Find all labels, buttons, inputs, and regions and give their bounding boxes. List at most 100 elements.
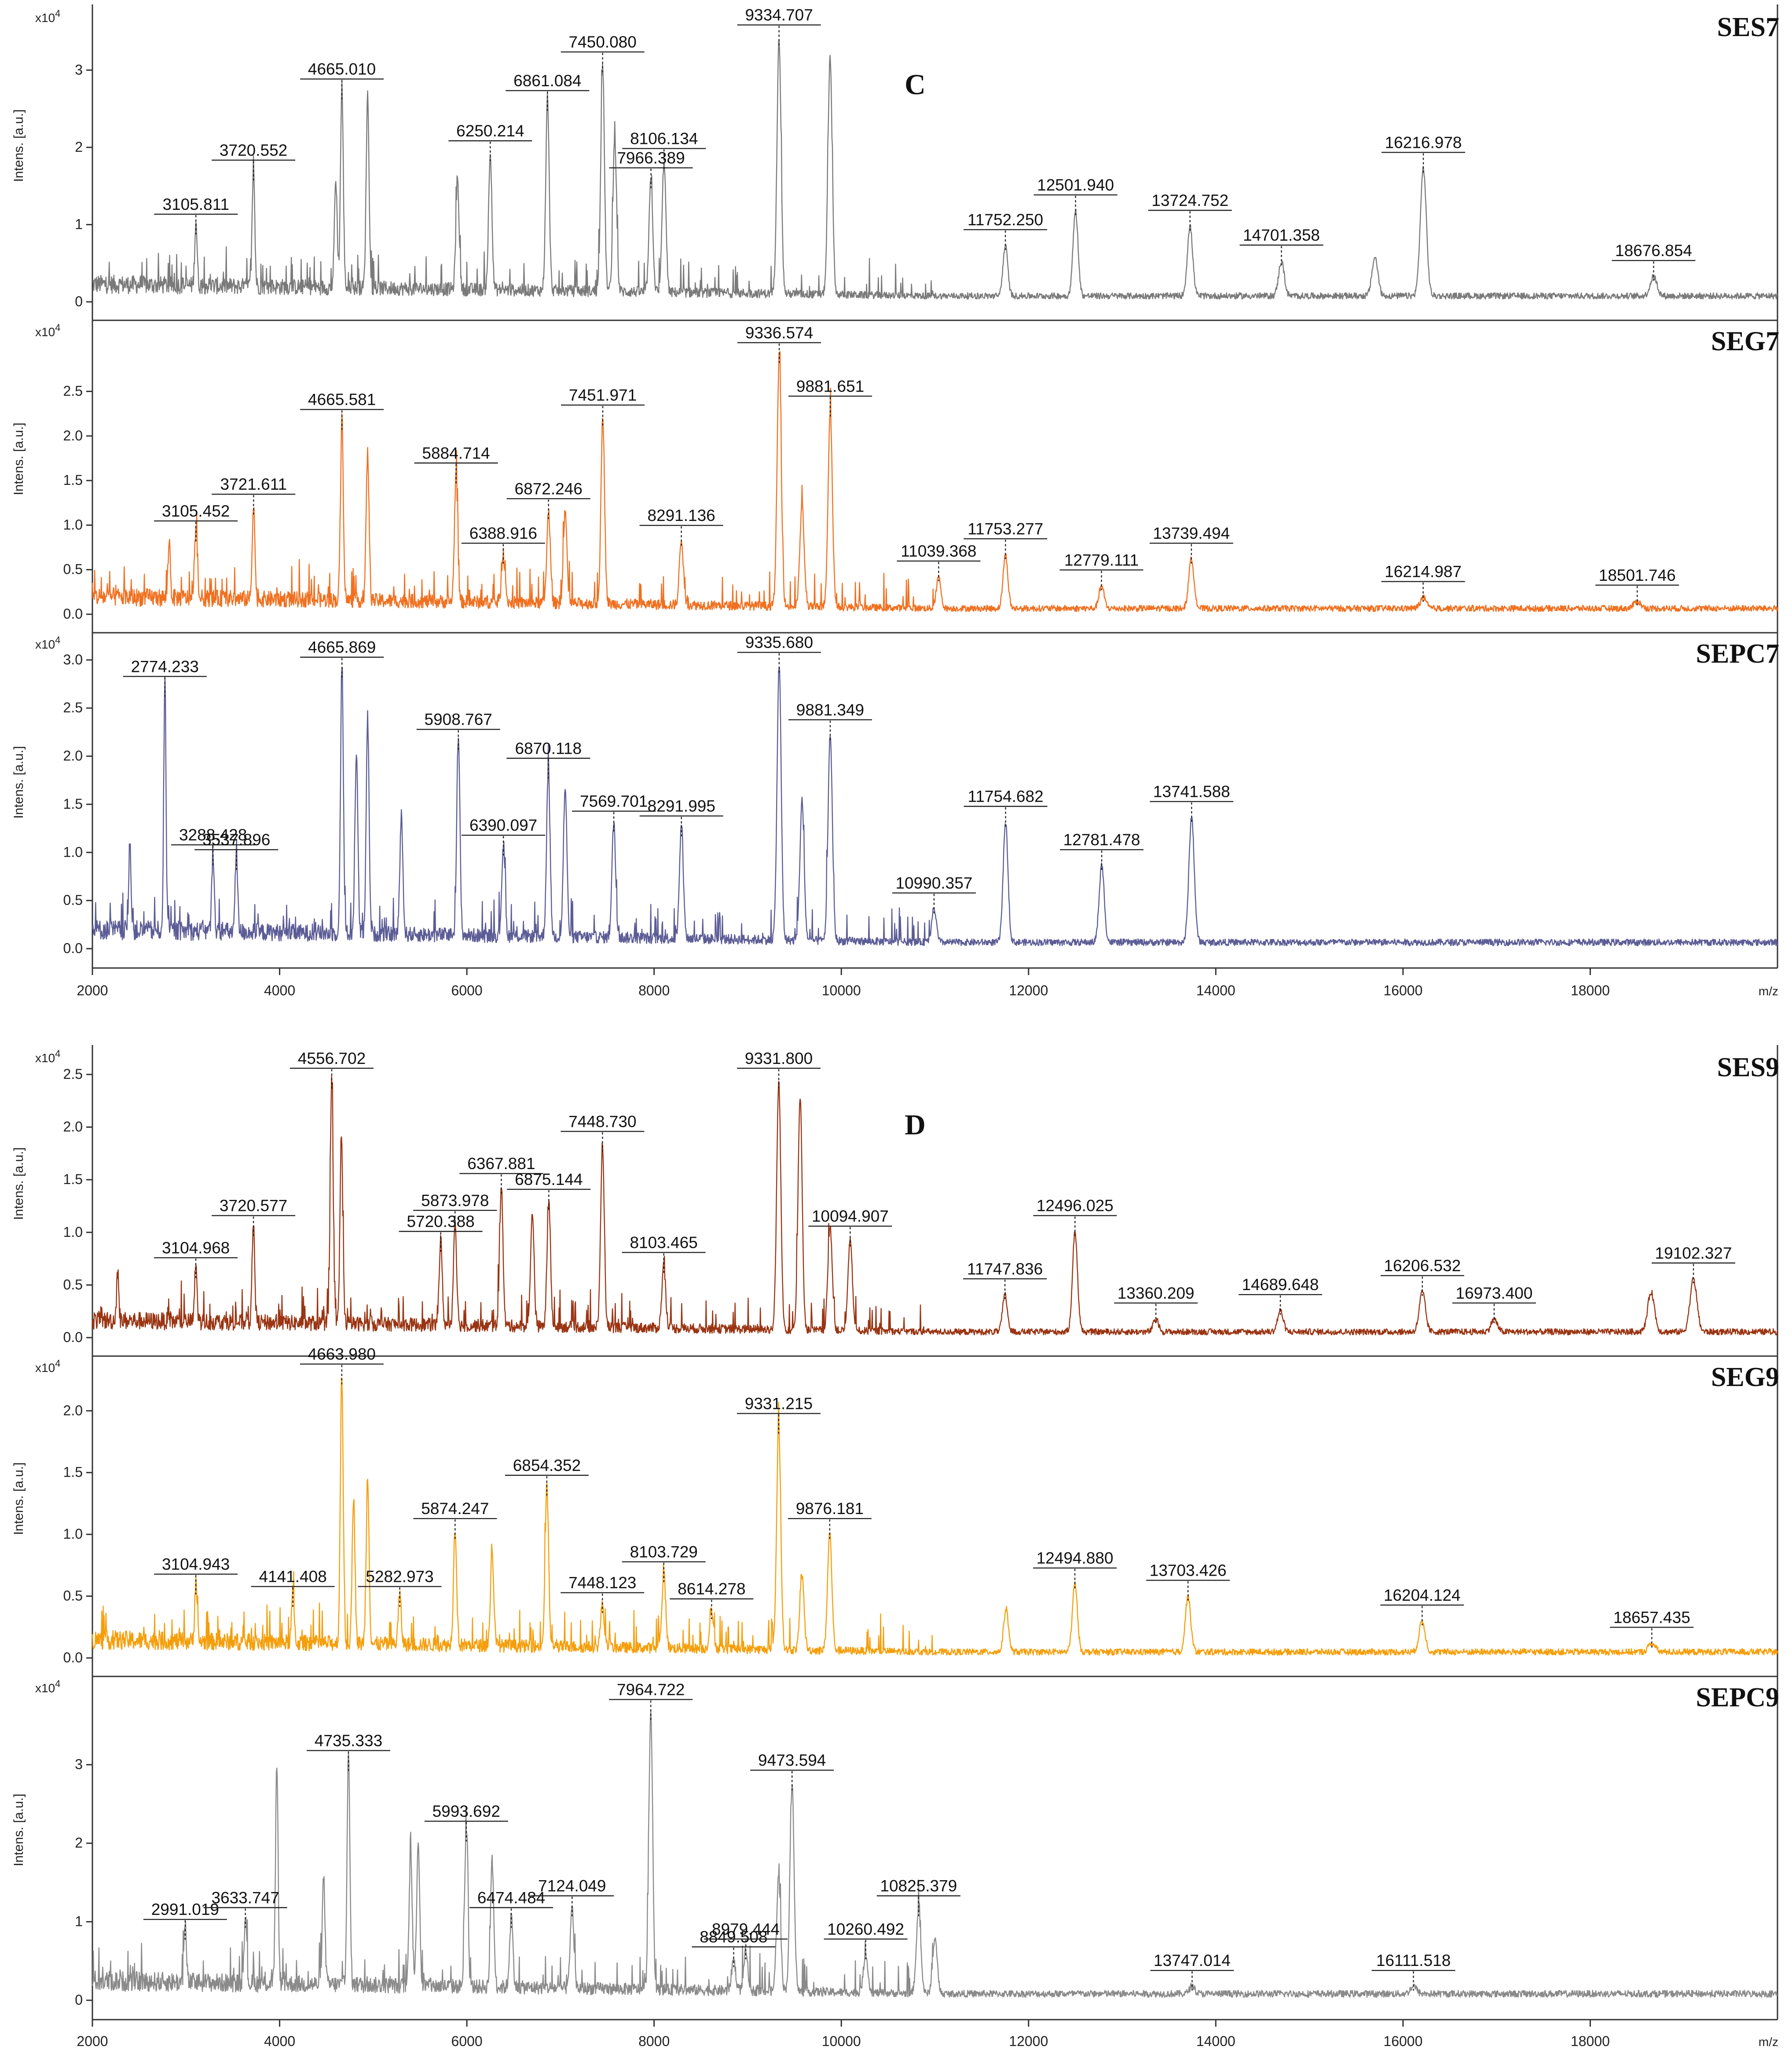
- peak-label: 13360.209: [1118, 1284, 1195, 1302]
- peak-label: 8291.995: [648, 797, 715, 815]
- x-tick-label: 18000: [1571, 983, 1610, 998]
- peak-label: 3105.452: [162, 502, 230, 520]
- peak-annotation: 10990.357: [892, 874, 976, 913]
- y-axis-label: Intens. [a.u.]: [11, 746, 26, 818]
- peak-label: 8103.729: [630, 1543, 698, 1561]
- peak-annotation: 16206.532: [1380, 1257, 1464, 1296]
- peak-annotation: 18676.854: [1612, 242, 1696, 281]
- peak-annotation: 11754.682: [964, 788, 1048, 827]
- panel-letter: D: [905, 1109, 926, 1141]
- x-tick-label: 6000: [451, 2033, 483, 2049]
- x-tick-label: 8000: [638, 983, 670, 998]
- y-tick-label: 1.0: [63, 1526, 83, 1542]
- peak-label: 9335.680: [745, 634, 813, 652]
- y-tick-label: 2.0: [63, 1119, 83, 1135]
- y-tick-label: 1.0: [63, 517, 83, 532]
- panel-c: 2000 4000 6000 8000 10000 12000 14000 16000 1800…: [11, 4, 1779, 998]
- peak-annotation: 6388.916: [461, 524, 545, 564]
- spectrum-trace: [92, 1075, 1778, 1336]
- peak-label: 6870.118: [515, 739, 582, 757]
- peak-label: 16206.532: [1384, 1257, 1461, 1275]
- peak-label: 3537.896: [202, 831, 270, 849]
- peak-annotation: 13703.426: [1146, 1562, 1230, 1601]
- y-scale-label: x104: [35, 1048, 60, 1065]
- peak-annotation: 13747.014: [1150, 1951, 1234, 1991]
- y-scale-label: x104: [35, 8, 60, 25]
- peak-label: 8979.444: [712, 1920, 780, 1938]
- y-tick-label: 2.0: [63, 428, 83, 444]
- peak-annotation: 7569.701: [572, 792, 656, 832]
- peak-label: 9334.707: [745, 6, 813, 24]
- y-axis-label: Intens. [a.u.]: [11, 422, 26, 495]
- y-tick-label: 1: [75, 216, 83, 232]
- peak-annotation: 16973.400: [1452, 1284, 1536, 1324]
- peak-label: 12779.111: [1064, 551, 1139, 569]
- peak-annotation: 11753.277: [964, 520, 1048, 559]
- peak-label: 4665.010: [308, 60, 376, 78]
- y-scale-label: x104: [35, 322, 60, 339]
- peak-annotation: 3105.811: [154, 195, 238, 235]
- peak-label: 5993.692: [432, 1802, 500, 1820]
- peak-label: 3104.968: [162, 1239, 230, 1257]
- y-tick-label: 2.0: [63, 748, 83, 764]
- peak-annotation: 9331.800: [737, 1049, 821, 1089]
- x-tick-label: 16000: [1383, 2033, 1422, 2049]
- peak-label: 5874.247: [421, 1500, 489, 1518]
- peak-annotation: 3720.577: [212, 1197, 296, 1236]
- peak-label: 14689.648: [1242, 1276, 1319, 1294]
- peak-label: 3105.811: [163, 195, 230, 213]
- y-tick-label: 0.5: [63, 1276, 83, 1292]
- peak-label: 7964.722: [617, 1680, 685, 1698]
- peak-annotation: 16214.987: [1381, 563, 1465, 602]
- y-tick-label: 0.0: [63, 1329, 83, 1345]
- x-tick-label: 12000: [1009, 2033, 1048, 2049]
- peak-label: 10990.357: [895, 874, 972, 892]
- peak-label: 10260.492: [827, 1920, 904, 1938]
- x-tick-label: 10000: [822, 2033, 861, 2049]
- peak-label: 5720.388: [407, 1213, 474, 1231]
- y-tick-label: 3.0: [63, 652, 83, 667]
- peak-annotation: 5908.767: [416, 711, 500, 750]
- peak-annotation: 8103.465: [622, 1233, 706, 1273]
- peak-label: 13747.014: [1154, 1951, 1231, 1969]
- y-tick-label: 0: [75, 293, 83, 309]
- peak-annotation: 8106.134: [622, 130, 706, 169]
- spectrum-trace: [92, 667, 1778, 946]
- peak-label: 6875.144: [515, 1170, 583, 1188]
- peak-annotation: 14701.358: [1239, 226, 1323, 265]
- peak-annotation: 16204.124: [1380, 1586, 1464, 1625]
- peak-annotation: 9473.594: [750, 1751, 834, 1791]
- peak-annotation: 6390.097: [462, 816, 546, 856]
- y-scale-label: x104: [35, 1678, 60, 1695]
- peak-label: 9881.651: [796, 377, 864, 395]
- y-axis-label: Intens. [a.u.]: [11, 1147, 26, 1220]
- peak-annotation: 3104.943: [154, 1555, 238, 1595]
- peak-label: 16214.987: [1385, 563, 1462, 581]
- spectrum-trace: [92, 1377, 1778, 1656]
- y-tick-label: 2: [75, 139, 83, 155]
- x-tick-label: 14000: [1196, 2033, 1235, 2049]
- peak-annotation: 7964.722: [609, 1680, 693, 1720]
- peak-annotation: 5884.714: [414, 444, 498, 484]
- peak-label: 12494.880: [1037, 1549, 1114, 1567]
- peak-annotation: 7448.730: [561, 1112, 645, 1152]
- peak-label: 6474.484: [477, 1889, 545, 1907]
- peak-annotation: 5874.247: [413, 1500, 497, 1539]
- peak-label: 16973.400: [1456, 1284, 1533, 1302]
- peak-annotation: 6870.118: [506, 739, 590, 779]
- peak-label: 11747.836: [967, 1260, 1043, 1278]
- peak-label: 18657.435: [1613, 1608, 1690, 1626]
- subplot-seg9: 0.0 0.5 1.0 1.5 2.0 x104 Intens. [a.u.] SEG9 310…: [11, 1345, 1779, 1665]
- x-tick-label: 4000: [264, 983, 295, 998]
- peak-label: 8614.278: [678, 1580, 745, 1598]
- peak-label: 4735.333: [315, 1731, 382, 1749]
- peak-annotation: 12494.880: [1033, 1549, 1117, 1588]
- peak-annotation: 8291.995: [639, 797, 723, 836]
- x-axis-label: m/z: [1759, 2035, 1778, 2049]
- peak-label: 9331.800: [745, 1049, 813, 1067]
- peak-label: 7448.123: [568, 1574, 636, 1592]
- peak-label: 11039.368: [901, 542, 976, 560]
- y-tick-label: 1.5: [63, 472, 83, 488]
- peak-annotation: 7451.971: [561, 386, 645, 425]
- peak-label: 3633.747: [211, 1889, 279, 1907]
